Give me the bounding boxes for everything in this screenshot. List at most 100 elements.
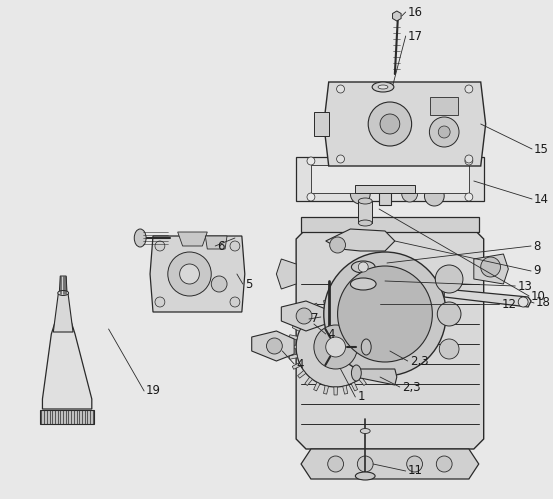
Polygon shape bbox=[298, 316, 306, 323]
Polygon shape bbox=[374, 335, 382, 340]
Polygon shape bbox=[371, 363, 379, 369]
Circle shape bbox=[518, 297, 528, 307]
Circle shape bbox=[465, 155, 473, 163]
Circle shape bbox=[230, 241, 240, 251]
Ellipse shape bbox=[356, 472, 375, 480]
Text: 19: 19 bbox=[146, 385, 161, 398]
Circle shape bbox=[230, 297, 240, 307]
Circle shape bbox=[180, 264, 200, 284]
Polygon shape bbox=[375, 345, 383, 349]
Circle shape bbox=[155, 297, 165, 307]
Circle shape bbox=[296, 307, 375, 387]
Polygon shape bbox=[305, 308, 312, 317]
Circle shape bbox=[168, 252, 211, 296]
Ellipse shape bbox=[58, 290, 69, 295]
Polygon shape bbox=[374, 354, 382, 359]
Polygon shape bbox=[205, 236, 227, 249]
Polygon shape bbox=[324, 386, 328, 394]
Text: 10: 10 bbox=[531, 289, 546, 302]
Circle shape bbox=[465, 157, 473, 165]
Polygon shape bbox=[326, 229, 395, 251]
Circle shape bbox=[465, 85, 473, 93]
Polygon shape bbox=[366, 371, 374, 378]
Circle shape bbox=[351, 184, 370, 204]
Text: 4: 4 bbox=[296, 357, 304, 370]
Circle shape bbox=[358, 262, 368, 272]
Ellipse shape bbox=[361, 429, 370, 434]
Bar bbox=[301, 217, 479, 232]
Circle shape bbox=[406, 456, 422, 472]
Polygon shape bbox=[314, 303, 320, 312]
Polygon shape bbox=[366, 316, 374, 323]
Text: 7: 7 bbox=[311, 312, 319, 325]
Polygon shape bbox=[351, 303, 358, 312]
Text: 5: 5 bbox=[245, 277, 252, 290]
Ellipse shape bbox=[358, 220, 372, 226]
Text: 11: 11 bbox=[408, 465, 422, 478]
Text: 2,3: 2,3 bbox=[410, 354, 428, 367]
Circle shape bbox=[307, 157, 315, 165]
Polygon shape bbox=[298, 371, 306, 378]
Polygon shape bbox=[324, 300, 328, 308]
Ellipse shape bbox=[361, 339, 371, 355]
Ellipse shape bbox=[134, 229, 146, 247]
Text: 8: 8 bbox=[533, 240, 540, 252]
Polygon shape bbox=[324, 82, 486, 166]
Bar bbox=[379, 180, 391, 205]
Polygon shape bbox=[305, 377, 312, 386]
Polygon shape bbox=[296, 229, 484, 449]
Text: 16: 16 bbox=[408, 5, 422, 18]
Circle shape bbox=[314, 325, 357, 369]
Circle shape bbox=[439, 126, 450, 138]
Ellipse shape bbox=[351, 261, 375, 273]
Ellipse shape bbox=[372, 82, 394, 92]
Polygon shape bbox=[289, 354, 298, 359]
Circle shape bbox=[328, 456, 343, 472]
Polygon shape bbox=[359, 377, 367, 386]
Circle shape bbox=[429, 117, 459, 147]
Polygon shape bbox=[276, 259, 296, 289]
Text: 13: 13 bbox=[517, 279, 532, 292]
Text: 17: 17 bbox=[408, 29, 422, 42]
Circle shape bbox=[324, 252, 446, 376]
Circle shape bbox=[435, 265, 463, 293]
Polygon shape bbox=[293, 325, 301, 331]
Polygon shape bbox=[293, 363, 301, 369]
Text: 9: 9 bbox=[533, 264, 540, 277]
Circle shape bbox=[402, 186, 418, 202]
Polygon shape bbox=[289, 335, 298, 340]
Polygon shape bbox=[301, 449, 479, 479]
Circle shape bbox=[437, 302, 461, 326]
Circle shape bbox=[368, 102, 411, 146]
Polygon shape bbox=[53, 294, 73, 332]
Polygon shape bbox=[288, 345, 296, 349]
Circle shape bbox=[337, 266, 432, 362]
Polygon shape bbox=[150, 236, 245, 312]
Bar bbox=[358, 201, 372, 223]
Polygon shape bbox=[371, 325, 379, 331]
Text: 2,3: 2,3 bbox=[402, 381, 420, 394]
Circle shape bbox=[481, 257, 500, 277]
Text: 4: 4 bbox=[328, 327, 335, 340]
Text: 14: 14 bbox=[534, 193, 549, 206]
Ellipse shape bbox=[378, 85, 388, 89]
Ellipse shape bbox=[351, 278, 376, 290]
Polygon shape bbox=[314, 382, 320, 391]
Bar bbox=[40, 410, 94, 424]
Polygon shape bbox=[444, 289, 531, 307]
Circle shape bbox=[465, 193, 473, 201]
Text: 15: 15 bbox=[534, 143, 549, 156]
Polygon shape bbox=[356, 369, 397, 385]
Ellipse shape bbox=[358, 198, 372, 204]
Polygon shape bbox=[474, 254, 508, 284]
Polygon shape bbox=[365, 343, 405, 359]
Bar bbox=[356, 185, 415, 193]
Circle shape bbox=[326, 337, 346, 357]
Ellipse shape bbox=[351, 365, 361, 381]
Circle shape bbox=[337, 155, 345, 163]
Text: 18: 18 bbox=[536, 296, 551, 309]
Circle shape bbox=[307, 193, 315, 201]
Polygon shape bbox=[359, 308, 367, 317]
Polygon shape bbox=[178, 232, 207, 246]
Circle shape bbox=[337, 85, 345, 93]
